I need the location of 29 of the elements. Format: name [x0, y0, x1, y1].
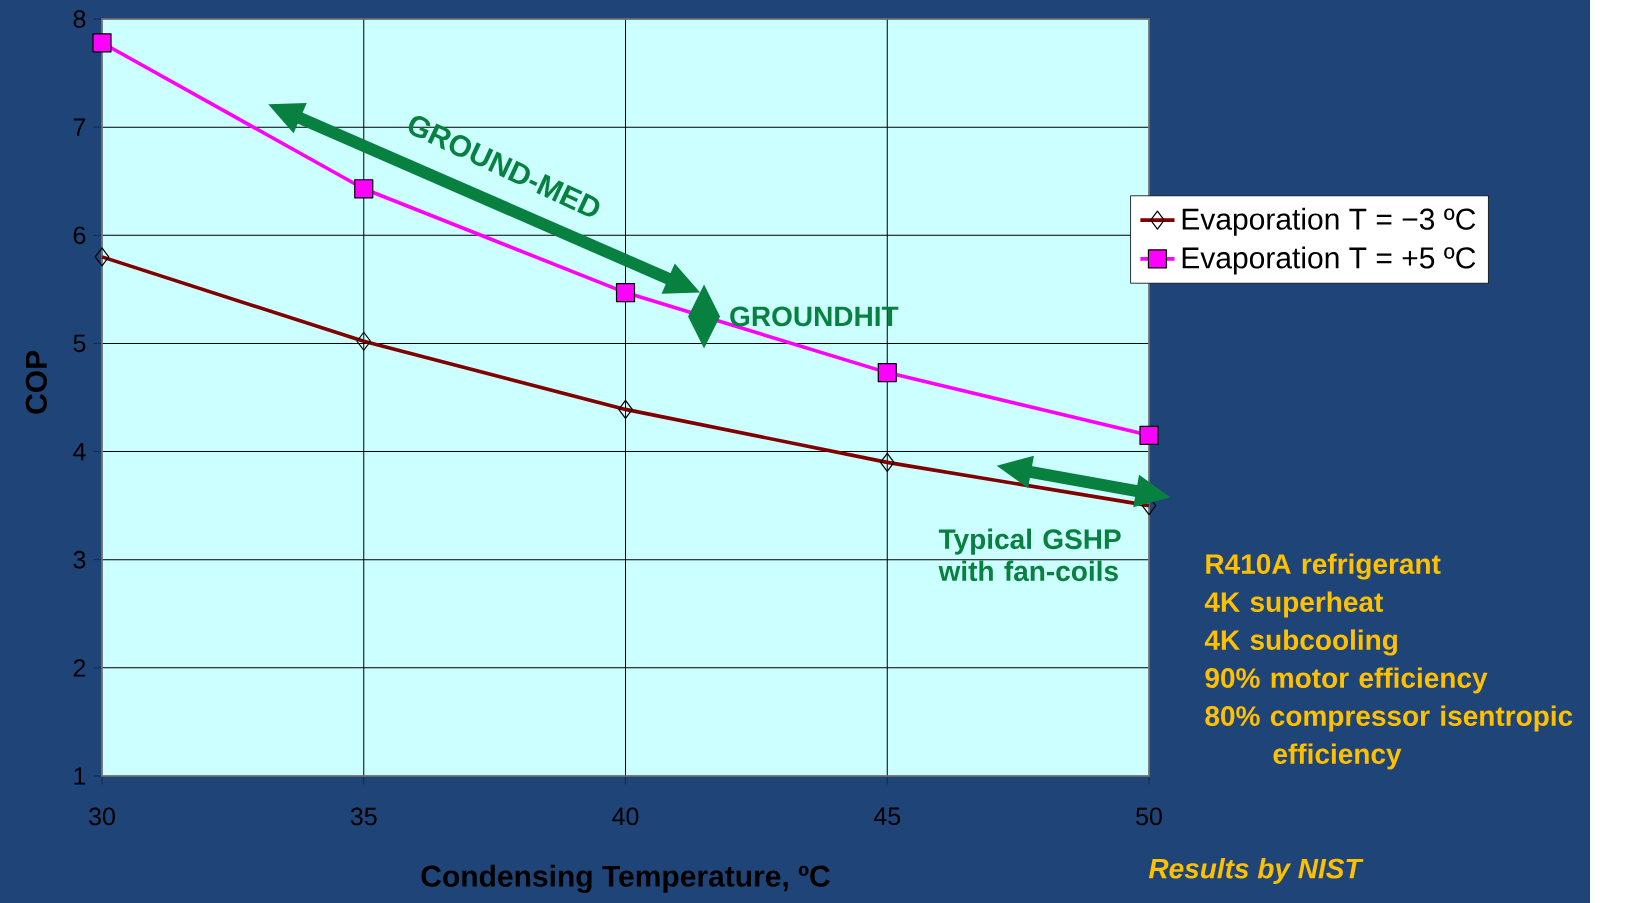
point	[877, 363, 897, 383]
point	[615, 282, 636, 303]
y-tick-label: 4	[73, 442, 86, 461]
x-tick-label: 40	[612, 807, 639, 826]
x-tick-label: 35	[350, 807, 377, 826]
text: Results by NIST	[1148, 857, 1364, 885]
point	[1139, 425, 1159, 445]
point	[92, 33, 112, 53]
legend-label: Evaporation T = −3 ºC	[1182, 207, 1476, 236]
text: R410A refrigerant	[1206, 553, 1441, 580]
legend-label: Evaporation T = +5 ºC	[1182, 246, 1476, 275]
text: 90% motor efficiency	[1205, 667, 1488, 694]
point	[354, 179, 374, 199]
x-tick-label: 45	[873, 807, 901, 826]
y-axis-title: COP	[25, 350, 47, 414]
y-tick-label: 5	[73, 334, 86, 353]
y-tick-label: 3	[73, 550, 86, 569]
y-tick-label: 7	[73, 118, 86, 136]
y-tick-label: 6	[73, 226, 86, 245]
text: 4K subcooling	[1204, 629, 1398, 656]
annotation: Typical GSHP with fan-coils	[938, 528, 1121, 582]
text: 80% compressor isentropic efficiency	[1205, 705, 1573, 770]
y-tick-label: 2	[73, 659, 86, 677]
x-tick-label: 50	[1136, 807, 1162, 826]
x-tick-label: 30	[89, 807, 115, 826]
x-axis-title: Condensing Temperature, ºC	[421, 864, 830, 893]
y-tick-label: 1	[74, 767, 86, 785]
text: 4K superheat	[1204, 591, 1383, 618]
y-tick-label: 8	[73, 10, 86, 28]
